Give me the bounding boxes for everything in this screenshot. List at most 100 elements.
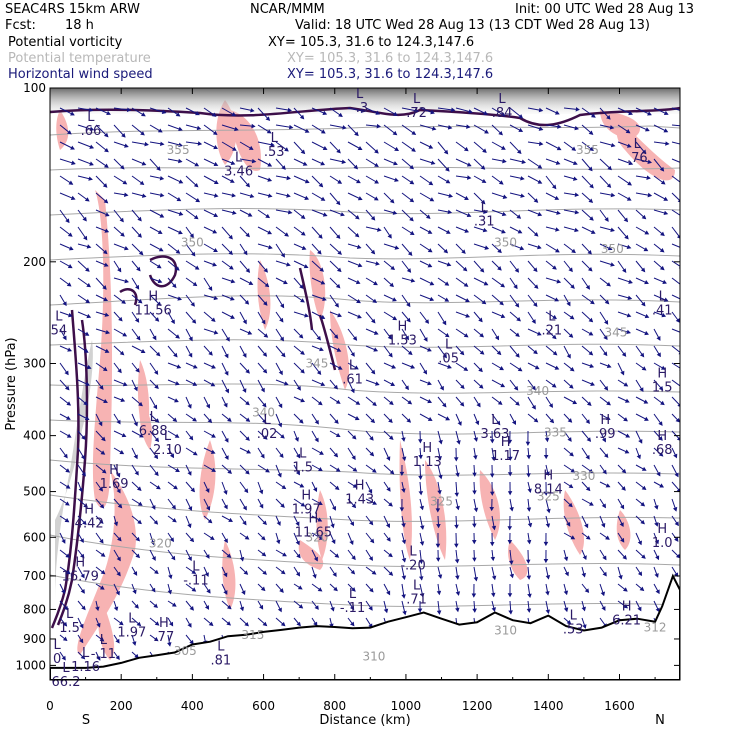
wind-arrow-head [104, 312, 110, 317]
wind-arrow-head [490, 592, 496, 598]
wind-arrow-head [527, 593, 532, 599]
wind-arrow-head [352, 336, 358, 341]
wind-arrow-head [673, 453, 678, 459]
wind-arrow-head [489, 439, 495, 444]
wind-arrow-head [513, 385, 519, 391]
wind-arrow-head [79, 638, 84, 644]
extremum-value: -.11 [183, 573, 208, 588]
wind-arrow-head [338, 112, 343, 118]
north-end-label: N [655, 713, 665, 728]
wind-arrow-head [224, 353, 229, 359]
wind-arrow-head [618, 574, 623, 580]
wind-arrow-head [482, 148, 487, 153]
wind-arrow-head [96, 656, 101, 661]
wind-arrow-head [98, 421, 103, 427]
wind-arrow-head [409, 164, 415, 170]
theta-contour-label: 340 [252, 406, 275, 420]
wind-arrow-head [153, 404, 158, 410]
wind-arrow-head [104, 348, 110, 353]
wind-arrow-head [314, 437, 319, 443]
wind-arrow-head [223, 490, 228, 495]
wind-arrow-head [207, 418, 213, 424]
wind-arrow-head [588, 198, 594, 204]
wind-arrow-head [187, 622, 192, 628]
wind-arrow-head [385, 523, 391, 529]
wind-arrow-head [86, 244, 92, 249]
wind-arrow-head [483, 110, 489, 115]
theta-contour-label: 350 [494, 235, 517, 249]
wind-arrow-head [175, 266, 180, 271]
terrain-profile [50, 573, 680, 680]
wind-arrow-head [533, 284, 539, 289]
wind-arrow-head [538, 107, 544, 113]
extremum-type: L [570, 609, 578, 624]
wind-arrow-head [192, 364, 198, 369]
extremum-type: L [62, 661, 70, 676]
wind-arrow-head [679, 387, 680, 389]
extremum-value: 0 [53, 652, 61, 667]
wind-arrow-head [115, 590, 120, 596]
wind-arrow-head [281, 165, 286, 170]
wind-arrow-head [654, 573, 659, 578]
wind-arrow-head [555, 248, 560, 253]
wind-arrow-head [300, 298, 305, 303]
wind-arrow-head [374, 162, 379, 167]
extremum-value: 2.10 [153, 443, 182, 458]
wind-arrow-head [665, 141, 670, 146]
wind-arrow-head [151, 556, 156, 561]
wind-arrow-head [136, 335, 141, 341]
wind-arrow-head [517, 367, 523, 372]
wind-arrow-head [318, 501, 323, 505]
wind-arrow-head [463, 333, 469, 338]
wind-arrow-head [316, 370, 322, 376]
wind-arrow-head [369, 538, 375, 544]
wind-arrow-head [588, 317, 594, 323]
wind-arrow-head [231, 112, 237, 117]
wind-arrow-head [66, 282, 72, 287]
wind-arrow-head [496, 350, 502, 356]
wind-arrow-head [418, 491, 424, 496]
wind-arrow-head [660, 180, 666, 185]
wind-arrow-head [350, 621, 355, 627]
wind-arrow-head [117, 536, 122, 542]
wind-arrow-head [228, 517, 234, 522]
wind-arrow-head [444, 281, 450, 286]
wind-arrow-head [61, 589, 66, 595]
wind-arrow-head [195, 198, 201, 203]
wind-arrow-head [552, 350, 558, 356]
extremum-value: .53 [264, 145, 285, 160]
wind-arrow-head [489, 491, 495, 496]
wind-arrow-head [138, 250, 144, 256]
wind-arrow-head [232, 146, 237, 151]
extremum-type: L [634, 137, 642, 152]
wind-arrow-head [134, 653, 139, 659]
wind-arrow-head [472, 472, 477, 477]
wind-arrow-head [445, 416, 451, 421]
wind-arrow-head [587, 266, 593, 272]
extremum-value: .41 [652, 303, 673, 318]
wind-arrow-head [640, 501, 646, 507]
x-tick-label: 0 [46, 699, 54, 713]
wind-arrow-head [682, 216, 685, 219]
wind-arrow-head [121, 299, 126, 304]
wind-arrow-head [61, 655, 66, 661]
wind-arrow-head [152, 335, 157, 341]
wind-arrow-head [419, 593, 425, 598]
wind-arrow-head [418, 454, 423, 460]
wind-arrow-head [263, 267, 268, 273]
wind-arrow-head [243, 488, 249, 494]
wind-arrow-head [342, 125, 347, 130]
theta-contour-label: 335 [544, 425, 567, 439]
wind-arrow-head [491, 575, 497, 581]
wind-arrow-head [639, 352, 645, 358]
wind-arrow-head [494, 335, 500, 341]
theta-contour-label: 312 [644, 621, 667, 635]
wind-arrow-head [99, 585, 105, 590]
wind-arrow-head [168, 574, 173, 580]
wind-arrow-head [101, 469, 107, 474]
wind-arrow-head [388, 352, 393, 358]
extremum-type: H [159, 616, 169, 631]
wind-arrow-head [124, 278, 129, 284]
extremum-type: H [75, 556, 85, 571]
wind-arrow-head [334, 553, 340, 558]
